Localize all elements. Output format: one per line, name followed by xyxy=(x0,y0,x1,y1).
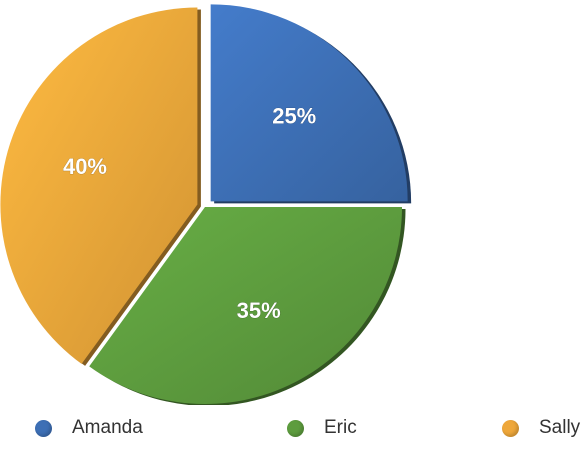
legend-item-eric: Eric xyxy=(287,412,357,444)
legend-marker-sally xyxy=(502,419,519,437)
chart-legend: Amanda Eric Sally xyxy=(0,412,583,444)
legend-item-sally: Sally xyxy=(502,412,580,444)
legend-label-eric: Eric xyxy=(324,417,357,438)
pie-chart-plot: 25% 35% 40% xyxy=(0,4,412,405)
legend-marker-amanda xyxy=(35,419,52,437)
pie-slice-eric xyxy=(89,207,403,404)
legend-label-sally: Sally xyxy=(539,417,581,438)
pie-label-amanda: 25% xyxy=(272,104,316,129)
pie-label-eric: 35% xyxy=(237,298,281,323)
legend-label-amanda: Amanda xyxy=(72,417,143,438)
pie-slice-sally xyxy=(0,7,198,364)
pie-label-sally: 40% xyxy=(63,154,107,179)
pie-slice-amanda xyxy=(210,4,408,202)
legend-item-amanda: Amanda xyxy=(35,412,143,444)
legend-marker-eric xyxy=(287,419,304,437)
